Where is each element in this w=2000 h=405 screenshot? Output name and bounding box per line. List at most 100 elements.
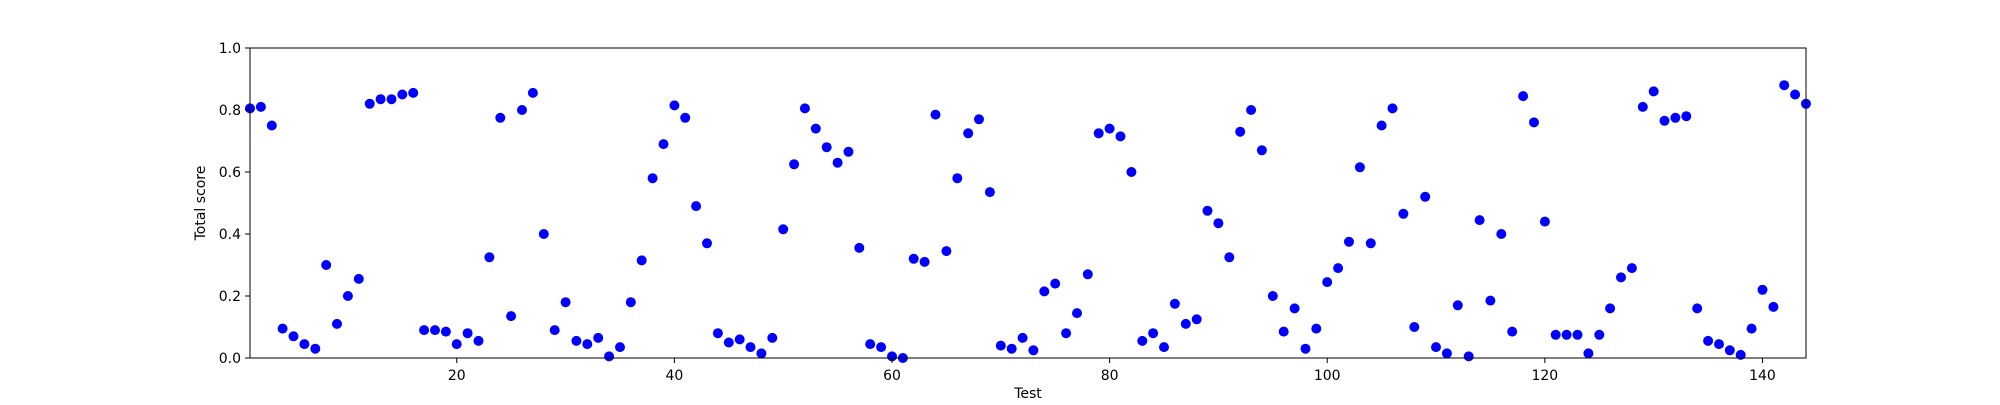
- data-point: [1790, 89, 1801, 100]
- y-tick-label: 0.0: [219, 351, 241, 367]
- data-point: [1202, 205, 1213, 216]
- data-point: [1757, 284, 1768, 295]
- data-point: [1518, 91, 1529, 102]
- plot-area-frame: [249, 47, 1807, 359]
- data-point: [1159, 342, 1169, 353]
- data-point: [745, 342, 756, 353]
- data-point: [1474, 215, 1485, 226]
- data-point: [1289, 303, 1300, 314]
- data-point: [1256, 145, 1267, 156]
- x-tick-label: 40: [665, 368, 683, 384]
- data-point: [680, 112, 691, 123]
- data-point: [1659, 115, 1670, 126]
- data-point: [1703, 335, 1714, 346]
- data-point: [1463, 351, 1474, 362]
- data-point: [1322, 277, 1333, 288]
- data-point: [1539, 216, 1550, 227]
- data-point: [1714, 339, 1724, 350]
- data-point: [941, 246, 952, 257]
- data-point: [1006, 343, 1017, 354]
- data-point: [832, 157, 843, 168]
- data-point: [1529, 117, 1539, 128]
- data-point: [1115, 131, 1126, 142]
- data-point: [1550, 329, 1561, 340]
- data-point: [1039, 286, 1050, 297]
- data-point: [843, 146, 854, 157]
- data-point: [386, 94, 397, 105]
- y-tick-label: 0.6: [219, 165, 241, 181]
- data-point: [1398, 208, 1409, 219]
- data-point: [1191, 314, 1202, 325]
- data-point: [462, 328, 473, 339]
- data-point: [1061, 328, 1072, 339]
- data-point: [538, 229, 549, 239]
- data-point: [1681, 111, 1692, 122]
- data-point: [734, 334, 745, 345]
- data-point: [332, 318, 342, 329]
- data-point: [1235, 126, 1246, 137]
- data-point: [1692, 303, 1703, 314]
- data-point: [1365, 238, 1376, 249]
- data-point: [1387, 103, 1398, 114]
- data-point: [887, 351, 897, 362]
- data-point: [1431, 342, 1441, 353]
- data-point: [430, 325, 440, 336]
- data-point: [1333, 263, 1344, 274]
- data-point: [288, 331, 299, 342]
- data-point: [1561, 329, 1572, 340]
- data-point: [560, 297, 571, 308]
- data-point: [1746, 323, 1757, 334]
- data-point: [342, 291, 353, 301]
- data-point: [1267, 291, 1278, 301]
- data-point: [1626, 263, 1637, 274]
- data-point: [506, 311, 517, 322]
- data-point: [1126, 167, 1137, 177]
- data-point: [255, 101, 266, 112]
- x-tick-label: 80: [1101, 368, 1119, 384]
- data-point: [691, 201, 702, 212]
- data-point: [1452, 300, 1463, 311]
- data-point: [495, 112, 506, 123]
- data-point: [1441, 348, 1452, 359]
- data-point: [636, 255, 647, 266]
- data-point: [440, 326, 451, 337]
- data-point: [310, 343, 321, 354]
- data-point: [767, 332, 778, 343]
- data-point: [756, 348, 767, 359]
- data-point: [1028, 345, 1039, 356]
- data-point: [865, 339, 876, 350]
- data-point: [669, 100, 680, 111]
- data-point: [658, 139, 669, 150]
- data-point: [1670, 112, 1681, 123]
- data-point: [1496, 229, 1507, 239]
- y-tick-label: 0.8: [219, 103, 241, 119]
- data-point: [582, 339, 593, 350]
- data-points: [245, 80, 1811, 363]
- data-point: [517, 105, 527, 115]
- data-point: [277, 323, 288, 334]
- data-point: [1724, 345, 1735, 356]
- data-point: [1637, 101, 1648, 112]
- data-point: [1224, 252, 1235, 263]
- x-tick-label: 60: [883, 368, 901, 384]
- data-point: [789, 159, 800, 170]
- data-point: [1768, 301, 1779, 312]
- data-point: [778, 224, 789, 235]
- data-point: [473, 335, 484, 346]
- data-point: [549, 325, 560, 336]
- data-point: [1605, 303, 1616, 314]
- data-point: [1572, 329, 1583, 340]
- data-point: [919, 256, 930, 267]
- y-tick-label: 0.4: [219, 227, 241, 243]
- data-point: [321, 260, 332, 270]
- data-point: [593, 332, 604, 343]
- x-axis-title: Test: [1013, 386, 1042, 400]
- data-point: [364, 98, 375, 109]
- data-point: [1311, 323, 1322, 334]
- data-point: [1485, 295, 1496, 306]
- data-point: [1278, 326, 1289, 337]
- data-point: [615, 342, 625, 353]
- data-point: [266, 120, 277, 131]
